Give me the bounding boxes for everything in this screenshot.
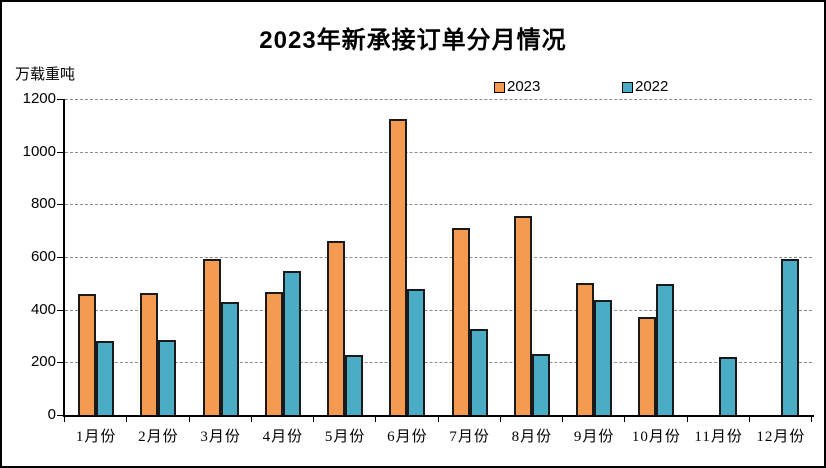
y-axis-tick-1000 <box>57 151 63 153</box>
y-axis-label-1000: 1000 <box>22 142 56 160</box>
y-axis-tick-400 <box>57 309 63 311</box>
y-axis-tick-200 <box>57 362 63 364</box>
legend-item-2022: 2022 <box>622 78 669 95</box>
y-axis-label-400: 400 <box>30 300 56 318</box>
bar-2023-10月份 <box>638 317 656 415</box>
bar-2022-8月份 <box>532 354 550 415</box>
x-axis-label-10月份: 10月份 <box>631 429 681 445</box>
x-axis-line <box>63 415 814 417</box>
y-axis-tick-0 <box>57 415 63 416</box>
gridline-1000 <box>65 151 812 153</box>
x-axis-tick-4 <box>313 417 314 422</box>
x-axis-label-11月份: 11月份 <box>694 429 743 445</box>
legend-item-2023: 2023 <box>494 78 541 95</box>
x-axis-tick-2 <box>189 417 190 422</box>
x-axis-tick-6 <box>438 417 439 422</box>
bar-2022-9月份 <box>594 300 612 415</box>
x-axis-label-1月份: 1月份 <box>75 429 117 445</box>
x-axis-tick-0 <box>64 417 65 422</box>
x-axis-tick-9 <box>624 417 625 422</box>
bar-2022-5月份 <box>345 355 363 415</box>
y-axis-label-0: 0 <box>47 406 56 423</box>
x-axis-tick-5 <box>375 417 376 422</box>
bar-2022-12月份 <box>781 259 799 415</box>
x-axis-tick-1 <box>126 417 127 422</box>
y-axis-label-600: 600 <box>30 248 56 265</box>
bar-2023-2月份 <box>140 293 158 415</box>
x-axis-tick-11 <box>749 417 750 422</box>
gridline-400 <box>65 309 812 311</box>
x-axis-label-4月份: 4月份 <box>262 429 304 445</box>
gridline-1200 <box>65 99 812 100</box>
bar-2022-4月份 <box>283 271 301 415</box>
bar-2023-6月份 <box>389 119 407 415</box>
gridline-800 <box>65 204 812 206</box>
gridline-600 <box>65 257 812 258</box>
bar-2022-10月份 <box>656 284 674 415</box>
x-axis-label-12月份: 12月份 <box>756 429 806 445</box>
y-axis-label-800: 800 <box>30 195 56 213</box>
bar-2023-5月份 <box>327 241 345 415</box>
y-axis-tick-800 <box>57 204 63 206</box>
bar-2023-3月份 <box>203 259 221 415</box>
x-axis-tick-7 <box>500 417 501 422</box>
bar-2022-3月份 <box>221 302 239 415</box>
bar-2023-7月份 <box>452 228 470 415</box>
y-axis-label-1200: 1200 <box>22 90 56 107</box>
chart-title: 2023年新承接订单分月情况 <box>259 27 567 54</box>
x-axis-tick-10 <box>687 417 688 422</box>
legend-swatch-icon <box>494 81 505 93</box>
y-axis-line <box>63 99 65 417</box>
y-axis-label-200: 200 <box>30 353 56 371</box>
bar-2022-1月份 <box>96 341 114 415</box>
bar-2022-11月份 <box>719 357 737 415</box>
legend-swatch-icon <box>622 81 633 93</box>
y-axis-tick-600 <box>57 257 63 258</box>
gridline-200 <box>65 362 812 364</box>
bar-2023-9月份 <box>576 283 594 415</box>
bar-2022-6月份 <box>407 289 425 415</box>
bar-2023-4月份 <box>265 292 283 415</box>
y-axis-tick-1200 <box>57 99 63 100</box>
x-axis-tick-3 <box>251 417 252 422</box>
legend-label: 2022 <box>635 78 669 95</box>
y-axis-unit-label: 万载重吨 <box>15 67 76 83</box>
bar-2023-8月份 <box>514 216 532 415</box>
bar-2022-7月份 <box>470 329 488 415</box>
plot-area <box>65 99 812 415</box>
x-axis-label-8月份: 8月份 <box>511 429 553 445</box>
x-axis-label-7月份: 7月份 <box>449 429 490 445</box>
x-axis-tick-8 <box>562 417 563 422</box>
x-axis-label-3月份: 3月份 <box>200 429 241 445</box>
x-axis-label-2月份: 2月份 <box>138 429 179 445</box>
x-axis-label-5月份: 5月份 <box>324 429 366 445</box>
bar-2022-2月份 <box>158 340 176 415</box>
bar-2023-1月份 <box>78 294 96 415</box>
legend-label: 2023 <box>507 78 541 95</box>
x-axis-tick-12 <box>811 417 812 422</box>
x-axis-label-6月份: 6月份 <box>387 429 428 445</box>
x-axis-label-9月份: 9月份 <box>573 429 615 445</box>
